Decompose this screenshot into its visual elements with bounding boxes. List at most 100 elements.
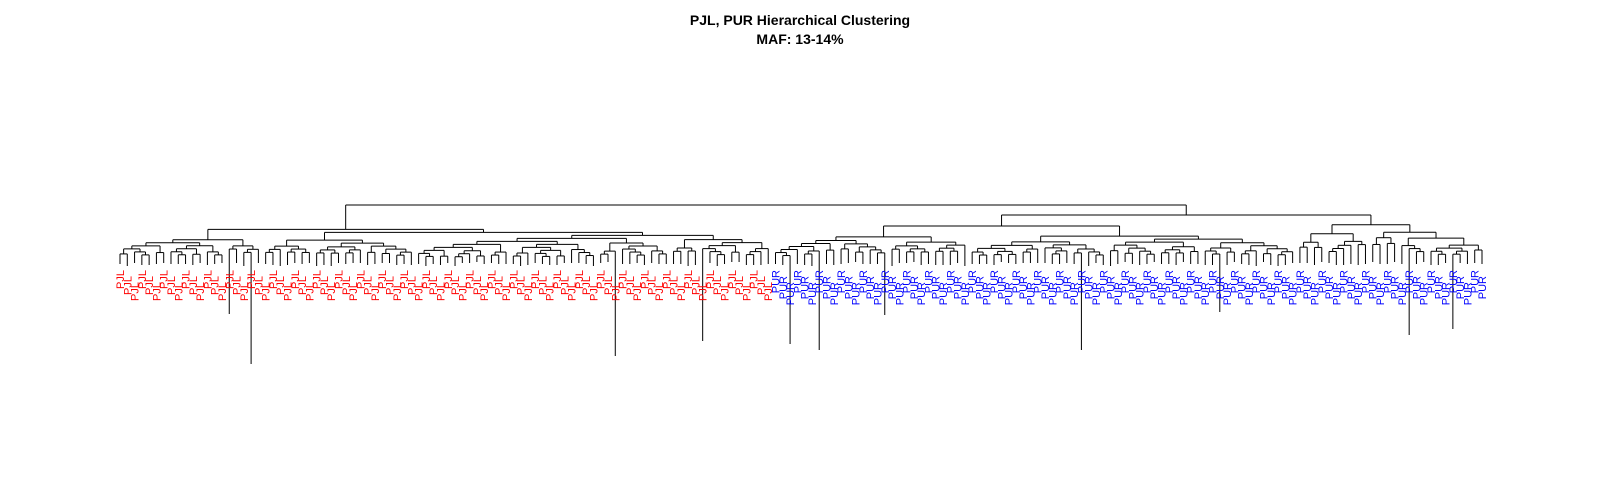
leaf-label: PJL <box>581 276 593 295</box>
leaf-label: PUR <box>960 282 972 305</box>
leaf-label: PJL <box>173 282 185 301</box>
leaf-label: PUR <box>1178 282 1190 305</box>
leaf-label: PUR <box>1441 282 1453 305</box>
leaf-label: PJL <box>159 270 171 289</box>
leaf-label: PUR <box>1404 270 1416 293</box>
leaf-label: PJL <box>406 276 418 295</box>
leaf-label: PUR <box>880 270 892 293</box>
leaf-label: PJL <box>115 270 127 289</box>
leaf-label: PJL <box>632 282 644 301</box>
leaf-label: PJL <box>661 270 673 289</box>
leaf-label: PUR <box>1200 282 1212 305</box>
leaf-label: PUR <box>836 270 848 293</box>
leaf-label: PJL <box>683 270 695 289</box>
leaf-label: PJL <box>734 276 746 295</box>
leaf-label: PUR <box>1084 276 1096 299</box>
leaf-label: PUR <box>1273 270 1285 293</box>
leaf-label: PUR <box>1309 282 1321 305</box>
leaf-label: PUR <box>1142 270 1154 293</box>
leaf-label: PUR <box>1149 276 1161 299</box>
leaf-label: PUR <box>1368 276 1380 299</box>
leaf-label: PUR <box>1295 270 1307 293</box>
leaf-label: PUR <box>1135 282 1147 305</box>
leaf-label: PUR <box>923 270 935 293</box>
leaf-label: PUR <box>1455 276 1467 299</box>
leaf-label: PUR <box>894 282 906 305</box>
leaf-label: PUR <box>1004 282 1016 305</box>
leaf-label: PJL <box>720 282 732 301</box>
leaf-label: PUR <box>967 270 979 293</box>
leaf-label: PJL <box>130 282 142 301</box>
leaf-label: PUR <box>1411 276 1423 299</box>
leaf-label: PJL <box>545 282 557 301</box>
leaf-label: PUR <box>800 276 812 299</box>
leaf-label: PJL <box>232 276 244 295</box>
leaf-label: PUR <box>1186 270 1198 293</box>
leaf-label: PJL <box>312 270 324 289</box>
leaf-label: PJL <box>530 270 542 289</box>
leaf-label: PUR <box>1171 276 1183 299</box>
leaf-label: PUR <box>785 282 797 305</box>
leaf-label: PUR <box>865 276 877 299</box>
leaf-label: PUR <box>1076 270 1088 293</box>
leaf-label: PJL <box>355 270 367 289</box>
leaf-label: PUR <box>1127 276 1139 299</box>
leaf-label: PJL <box>188 276 200 295</box>
leaf-label: PJL <box>501 282 513 301</box>
leaf-label: PUR <box>1470 270 1482 293</box>
leaf-label: PUR <box>821 276 833 299</box>
leaf-label: PUR <box>1317 270 1329 293</box>
leaf-label: PJL <box>421 270 433 289</box>
leaf-label: PJL <box>712 276 724 295</box>
leaf-label: PJL <box>559 276 571 295</box>
leaf-label: PUR <box>1280 276 1292 299</box>
leaf-label: PJL <box>494 276 506 295</box>
leaf-label: PUR <box>829 282 841 305</box>
leaf-label: PUR <box>1339 270 1351 293</box>
leaf-label: PUR <box>1164 270 1176 293</box>
leaf-label: PJL <box>618 270 630 289</box>
leaf-label: PUR <box>909 276 921 299</box>
leaf-label: PJL <box>195 282 207 301</box>
leaf-label: PUR <box>1208 270 1220 293</box>
leaf-label: PUR <box>1025 282 1037 305</box>
leaf-label: PJL <box>399 270 411 289</box>
leaf-label: PUR <box>1448 270 1460 293</box>
leaf-label: PUR <box>792 270 804 293</box>
leaf-label: PUR <box>1426 270 1438 293</box>
leaf-label: PJL <box>181 270 193 289</box>
leaf-label: PUR <box>1237 276 1249 299</box>
leaf-label: PJL <box>202 270 214 289</box>
leaf-label: PUR <box>1069 282 1081 305</box>
leaf-label: PJL <box>465 270 477 289</box>
leaf-label: PJL <box>275 276 287 295</box>
leaf-label: PJL <box>304 282 316 301</box>
leaf-label: PUR <box>953 276 965 299</box>
leaf-label: PJL <box>625 276 637 295</box>
leaf-label: PUR <box>982 282 994 305</box>
leaf-label: PJL <box>669 276 681 295</box>
leaf-label: PUR <box>1229 270 1241 293</box>
leaf-label: PJL <box>457 282 469 301</box>
leaf-label: PUR <box>1120 270 1132 293</box>
leaf-label: PUR <box>1157 282 1169 305</box>
leaf-label: PUR <box>974 276 986 299</box>
leaf-label: PJL <box>297 276 309 295</box>
leaf-label: PUR <box>902 270 914 293</box>
leaf-label: PUR <box>1397 282 1409 305</box>
leaf-label: PJL <box>384 276 396 295</box>
leaf-label: PUR <box>1375 282 1387 305</box>
leaf-label: PJL <box>647 276 659 295</box>
leaf-label: PUR <box>771 270 783 293</box>
leaf-label: PUR <box>989 270 1001 293</box>
leaf-label: PJL <box>690 276 702 295</box>
leaf-label: PJL <box>705 270 717 289</box>
leaf-label: PUR <box>1091 282 1103 305</box>
leaf-label: PUR <box>1477 276 1489 299</box>
leaf-label: PUR <box>1302 276 1314 299</box>
chart-title: PJL, PUR Hierarchical Clustering <box>690 12 910 28</box>
leaf-label: PJL <box>151 282 163 301</box>
leaf-label: PUR <box>945 270 957 293</box>
leaf-label: PUR <box>1324 276 1336 299</box>
